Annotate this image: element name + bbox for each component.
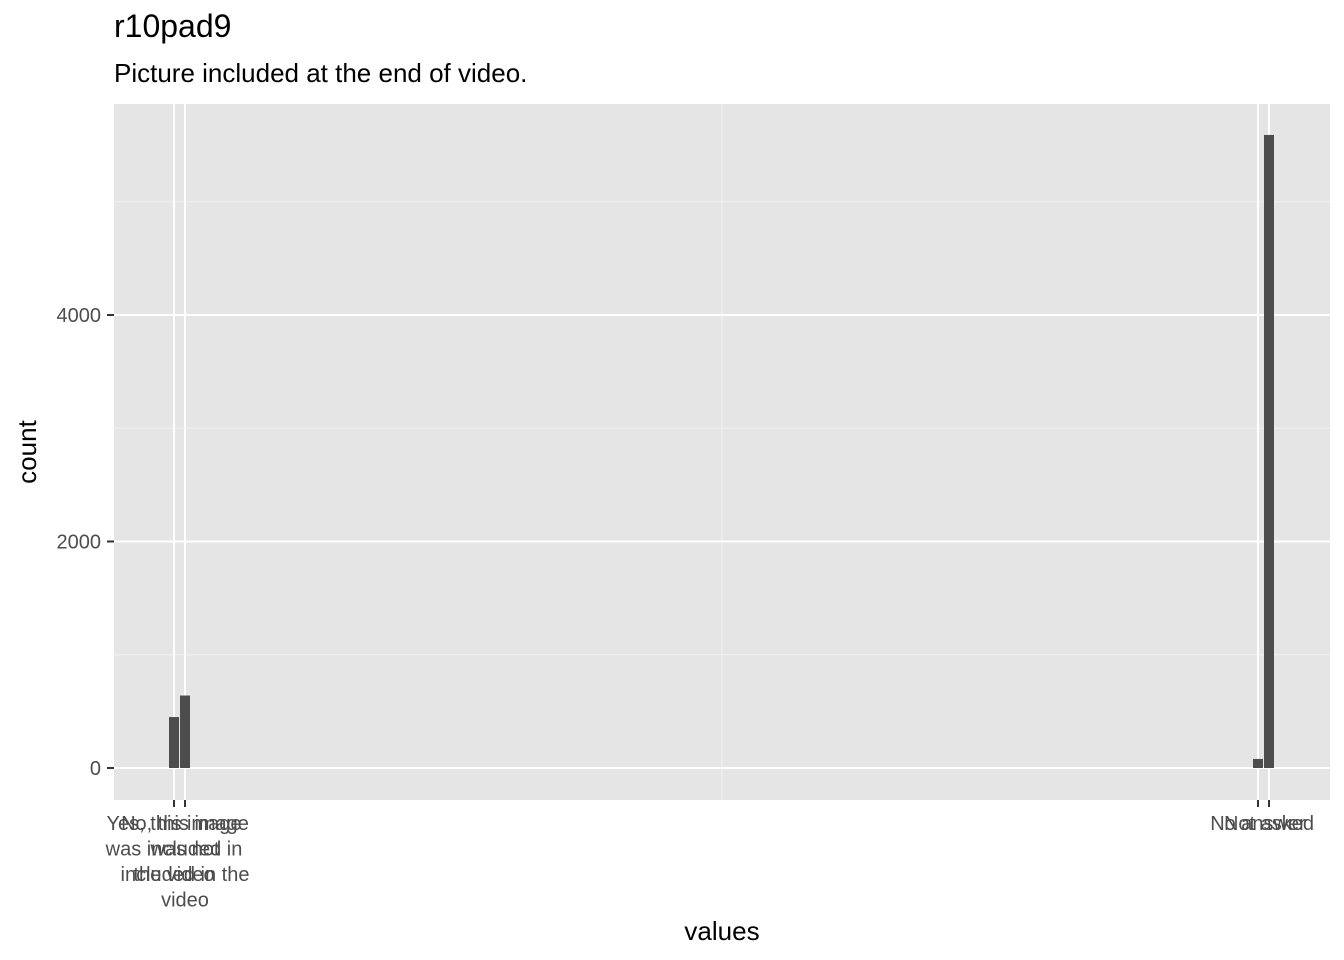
y-tick-label: 2000	[57, 532, 102, 554]
y-tick-label: 0	[90, 758, 101, 780]
x-tick-label: Yes, this image was included in the video	[105, 813, 243, 886]
y-tick-label: 4000	[57, 305, 102, 327]
x-tick-label: No, this image was not included in the vide…	[121, 813, 250, 912]
chart-subtitle: Picture included at the end of video.	[114, 58, 528, 88]
y-axis-title: count	[12, 419, 42, 483]
x-axis: Yes, this image was included in the videoN…	[105, 800, 1314, 912]
bar	[180, 695, 190, 768]
minor-gridlines	[114, 104, 1330, 800]
bar	[1253, 758, 1263, 768]
major-gridlines	[114, 104, 1330, 800]
x-tick-label: No answer	[1210, 813, 1306, 835]
x-axis-title: values	[684, 916, 759, 946]
chart-title: r10pad9	[114, 8, 232, 44]
bar	[1264, 134, 1274, 768]
y-axis: 0 2000 4000	[57, 305, 114, 780]
x-tick-label: Not asked	[1224, 813, 1314, 835]
bars	[169, 134, 1274, 768]
bar	[169, 717, 179, 768]
